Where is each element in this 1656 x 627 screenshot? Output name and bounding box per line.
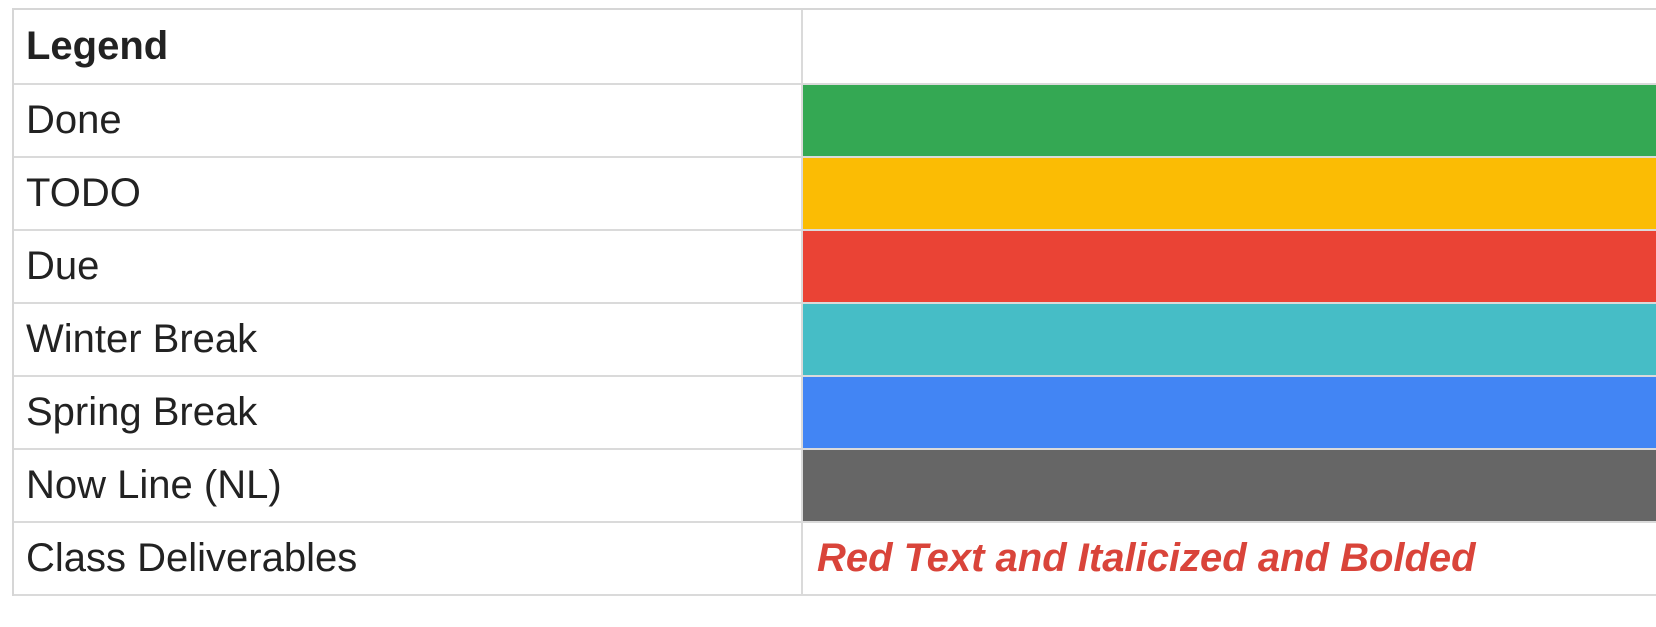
legend-row-todo: TODO xyxy=(14,158,1656,231)
legend-header-empty-cell[interactable] xyxy=(803,10,1656,83)
legend-table: Legend Done TODO Due Winter Break Spring… xyxy=(12,8,1656,596)
legend-label-cell[interactable]: Spring Break xyxy=(14,377,803,448)
spring-break-color-swatch[interactable] xyxy=(803,377,1656,448)
deliverables-style-cell[interactable]: Red Text and Italicized and Bolded xyxy=(803,523,1656,594)
legend-label-cell[interactable]: Done xyxy=(14,85,803,156)
legend-row-spring-break: Spring Break xyxy=(14,377,1656,450)
deliverables-sample-text: Red Text and Italicized and Bolded xyxy=(817,536,1476,580)
due-color-swatch[interactable] xyxy=(803,231,1656,302)
legend-label-cell[interactable]: Due xyxy=(14,231,803,302)
todo-color-swatch[interactable] xyxy=(803,158,1656,229)
legend-row-winter-break: Winter Break xyxy=(14,304,1656,377)
legend-label-cell[interactable]: Winter Break xyxy=(14,304,803,375)
legend-header-row: Legend xyxy=(14,10,1656,85)
now-line-color-swatch[interactable] xyxy=(803,450,1656,521)
legend-label-cell[interactable]: Class Deliverables xyxy=(14,523,803,594)
legend-row-done: Done xyxy=(14,85,1656,158)
legend-label-cell[interactable]: Now Line (NL) xyxy=(14,450,803,521)
legend-row-class-deliverables: Class Deliverables Red Text and Italiciz… xyxy=(14,523,1656,596)
done-color-swatch[interactable] xyxy=(803,85,1656,156)
legend-label-cell[interactable]: TODO xyxy=(14,158,803,229)
legend-row-now-line: Now Line (NL) xyxy=(14,450,1656,523)
legend-row-due: Due xyxy=(14,231,1656,304)
legend-title-cell[interactable]: Legend xyxy=(14,10,803,83)
winter-break-color-swatch[interactable] xyxy=(803,304,1656,375)
